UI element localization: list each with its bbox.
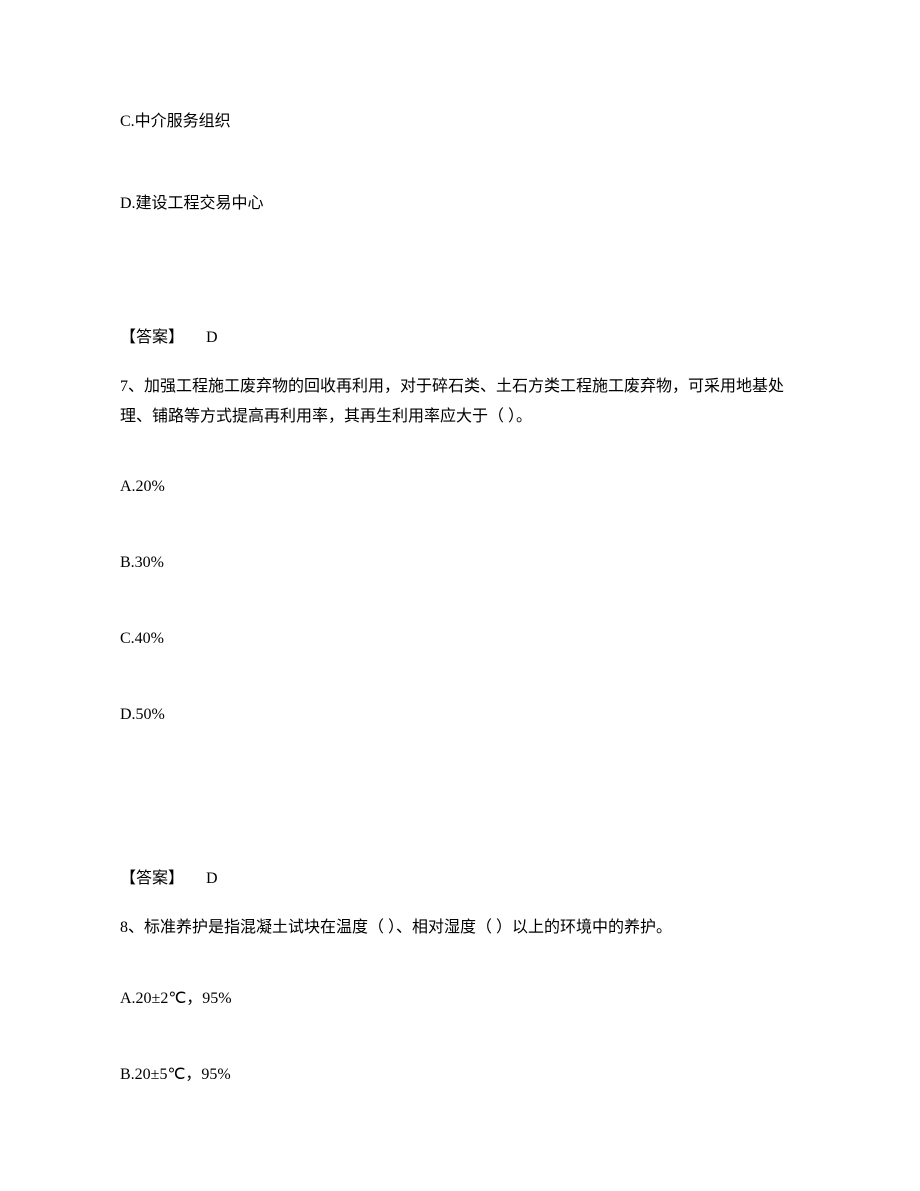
question-7-stem: 7、加强工程施工废弃物的回收再利用，对于碎石类、土石方类工程施工废弃物，可采用地… [120, 372, 800, 431]
answer-label: 【答案】 [120, 329, 184, 346]
answer-label: 【答案】 [120, 870, 184, 887]
answer-value: D [206, 870, 218, 887]
q7-option-c: C.40% [120, 627, 800, 651]
question-7-options: A.20% B.30% C.40% D.50% 【答案】 D [120, 475, 800, 891]
q7-option-b: B.30% [120, 551, 800, 575]
answer-value: D [206, 329, 218, 346]
q8-option-b: B.20±5℃，95% [120, 1063, 800, 1087]
q7-option-a: A.20% [120, 475, 800, 499]
option-c: C.中介服务组织 [120, 110, 800, 134]
q7-option-d: D.50% [120, 703, 800, 727]
q8-option-a: A.20±2℃，95% [120, 987, 800, 1011]
question-8-stem: 8、标准养护是指混凝土试块在温度（ ）、相对湿度（ ）以上的环境中的养护。 [120, 913, 800, 943]
option-d: D.建设工程交易中心 [120, 192, 800, 216]
question-8-options: A.20±2℃，95% B.20±5℃，95% [120, 987, 800, 1087]
answer-block-q7: 【答案】 D [120, 867, 800, 891]
answer-block-q6: 【答案】 D [120, 326, 800, 350]
